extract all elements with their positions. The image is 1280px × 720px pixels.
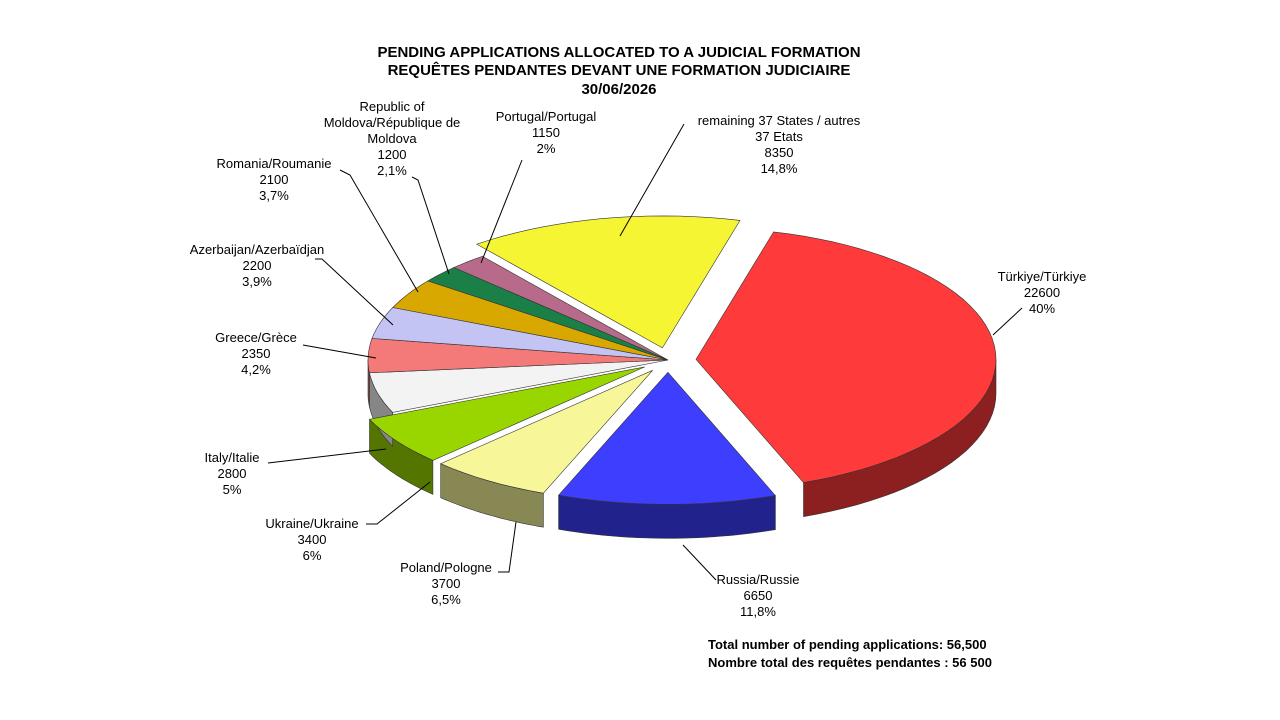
slice-label-line: 6,5% (431, 592, 461, 607)
leader-line-romania (339, 169, 419, 293)
slice-label-line: 1150 (532, 125, 560, 140)
slice-label-line: 3400 (298, 532, 327, 547)
slice-label-portugal: Portugal/Portugal 1150 2% (496, 109, 597, 156)
slice-label-line: Greece/Grèce (215, 330, 297, 345)
slice-label-line: Türkiye/Türkiye (998, 269, 1087, 284)
slice-label-line: 3,7% (259, 188, 289, 203)
leader-line-russia (682, 544, 717, 581)
slice-label-line: Russia/Russie (716, 572, 799, 587)
chart-title-line-1: PENDING APPLICATIONS ALLOCATED TO A JUDI… (377, 44, 860, 61)
leader-line-italy (267, 448, 387, 464)
slice-label-line: Moldova/République de (324, 115, 461, 130)
slice-label-line: 3700 (432, 576, 461, 591)
slice-label-line: 40% (1029, 301, 1055, 316)
slice-label-line: Moldova (367, 131, 417, 146)
pie-slice-azerbaijan (371, 307, 669, 361)
pie-slice-tops (367, 215, 997, 505)
slice-label-line: 6% (303, 548, 322, 563)
slice-label-poland: Poland/Pologne 3700 6,5% (400, 560, 492, 607)
pie-slice-moldova (427, 267, 669, 361)
chart-title-line-3: 30/06/2026 (581, 81, 656, 98)
pie-slice-turkiye (695, 231, 997, 483)
slice-label-greece: Greece/Grèce 2350 4,2% (215, 330, 297, 377)
slice-label-line: Romania/Roumanie (217, 156, 332, 171)
slice-label-line: 4,2% (241, 362, 271, 377)
pie-slice-remaining (476, 215, 741, 349)
slice-label-line: 2350 (242, 346, 271, 361)
slice-label-line: 14,8% (761, 161, 798, 176)
slice-label-line: 2100 (260, 172, 289, 187)
slice-label-russia: Russia/Russie 6650 11,8% (716, 572, 799, 619)
pie-slice-russia (558, 371, 776, 505)
slice-label-line: 1200 (378, 147, 407, 162)
slice-label-line: Ukraine/Ukraine (265, 516, 358, 531)
slice-label-line: 6650 (744, 588, 773, 603)
slice-label-romania: Romania/Roumanie 2100 3,7% (217, 156, 332, 203)
total-french: Nombre total des requêtes pendantes : 56… (708, 655, 992, 670)
slice-label-line: 11,8% (740, 604, 776, 619)
slice-label-line: 8350 (765, 145, 794, 160)
slice-label-line: 2,1% (377, 163, 407, 178)
slice-label-moldova: Republic of Moldova/République de Moldova 1… (324, 99, 461, 178)
leader-line-azerbaijan (315, 258, 394, 326)
slice-label-line: Azerbaijan/Azerbaïdjan (190, 242, 324, 257)
slice-labels: Türkiye/Türkiye 22600 40% Russia/Russie 6650… (190, 99, 1087, 619)
slice-label-line: Portugal/Portugal (496, 109, 597, 124)
leader-line-portugal (480, 159, 523, 264)
pie-slice-portugal (453, 255, 669, 361)
slice-label-line: Italy/Italie (205, 450, 260, 465)
leader-line-remaining (619, 123, 685, 237)
pie-slice-greece (367, 338, 669, 374)
label-leader-lines (267, 123, 1023, 581)
slice-label-line: 2800 (218, 466, 247, 481)
slice-label-azerbaijan: Azerbaijan/Azerbaïdjan 2200 3,9% (190, 242, 324, 289)
slice-label-line: 2200 (243, 258, 272, 273)
slice-label-remaining: remaining 37 States / autres 37 Etats 8350… (698, 113, 861, 176)
pie-slice-romania (392, 280, 669, 361)
slice-label-line: remaining 37 States / autres (698, 113, 861, 128)
slice-label-line: 22600 (1024, 285, 1060, 300)
slice-label-line: 37 Etats (755, 129, 803, 144)
pie-slice-ukraine (368, 366, 645, 461)
pie-slice-poland (439, 370, 653, 494)
slice-label-line: Republic of (359, 99, 424, 114)
slice-label-turkiye: Türkiye/Türkiye 22600 40% (998, 269, 1087, 316)
pie-slice-italy (369, 359, 669, 413)
leader-line-poland (498, 521, 517, 573)
total-english: Total number of pending applications: 56… (708, 637, 987, 652)
leader-line-ukraine (366, 481, 431, 525)
chart-title-line-2: REQUÊTES PENDANTES DEVANT UNE FORMATION … (388, 61, 851, 79)
slice-label-line: 2% (537, 141, 556, 156)
leader-line-moldova (411, 176, 450, 275)
slice-label-ukraine: Ukraine/Ukraine 3400 6% (265, 516, 358, 563)
slice-label-line: 5% (223, 482, 242, 497)
slice-label-line: Poland/Pologne (400, 560, 492, 575)
leader-line-turkiye (992, 307, 1023, 336)
slice-label-line: 3,9% (242, 274, 272, 289)
slice-label-italy: Italy/Italie 2800 5% (205, 450, 260, 497)
leader-line-greece (302, 344, 377, 359)
